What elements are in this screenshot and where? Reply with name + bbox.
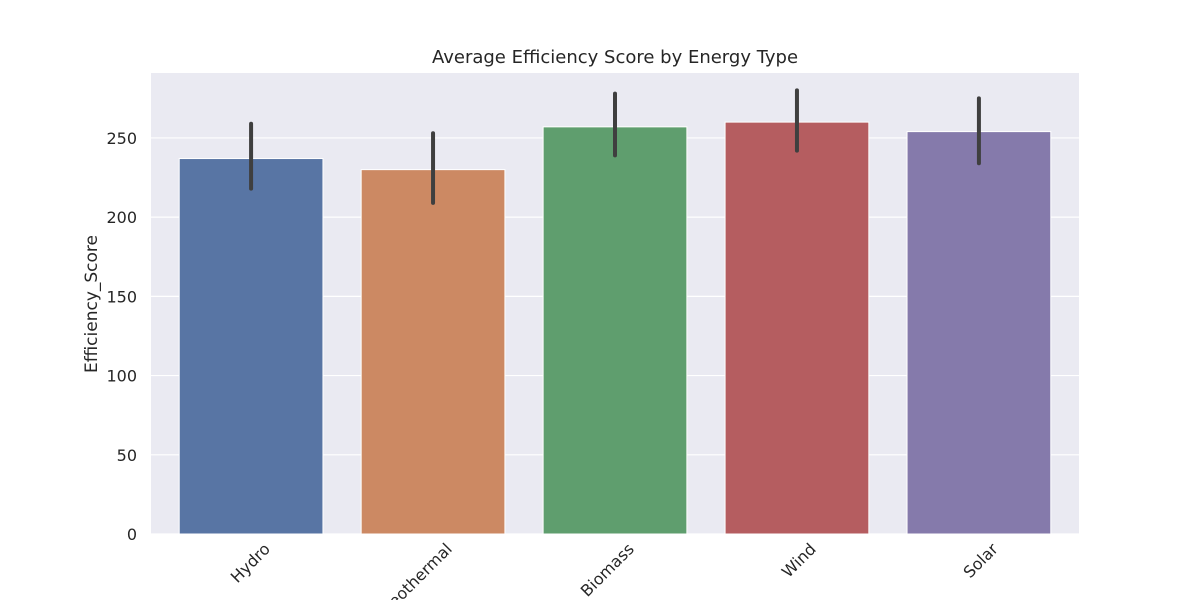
y-tick-label: 150: [106, 287, 137, 306]
bar-wind: [724, 121, 870, 535]
y-axis-title: Efficiency_Score: [82, 235, 102, 373]
error-bars: [249, 88, 981, 205]
bar-geothermal: [360, 169, 506, 535]
x-tick-label-wind: Wind: [778, 539, 820, 581]
chart-title: Average Efficiency Score by Energy Type: [432, 47, 798, 68]
x-tick-labels: Hydro Geothermal Biomass Wind Solar: [227, 539, 1002, 600]
y-tick-label: 0: [127, 525, 137, 544]
y-tick-label: 50: [117, 446, 137, 465]
bar-solar: [906, 131, 1052, 535]
bars: [178, 121, 1052, 535]
bar-hydro: [178, 158, 324, 535]
x-tick-label-geothermal: Geothermal: [376, 539, 456, 600]
bar-biomass: [542, 126, 688, 535]
x-tick-label-hydro: Hydro: [227, 539, 274, 586]
y-tick-label: 200: [106, 208, 137, 227]
y-tick-label: 250: [106, 129, 137, 148]
x-tick-label-solar: Solar: [959, 539, 1002, 582]
x-tick-label-biomass: Biomass: [577, 539, 638, 600]
y-tick-labels: 0 50 100 150 200 250: [106, 129, 137, 544]
y-tick-label: 100: [106, 367, 137, 386]
